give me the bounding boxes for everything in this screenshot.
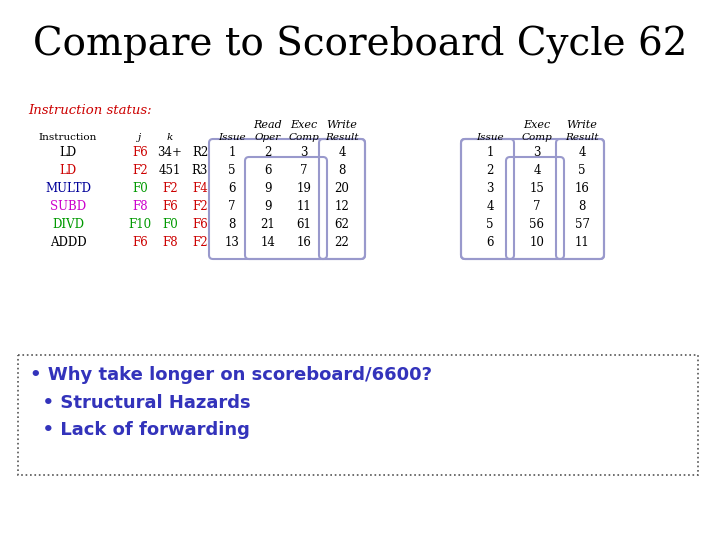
Text: 3: 3: [486, 183, 494, 195]
Text: 5: 5: [578, 165, 586, 178]
Text: 4: 4: [534, 165, 541, 178]
Text: MULTD: MULTD: [45, 183, 91, 195]
Text: 7: 7: [300, 165, 307, 178]
Text: F10: F10: [128, 219, 152, 232]
Text: 7: 7: [228, 200, 235, 213]
Text: F6: F6: [162, 200, 178, 213]
Text: 62: 62: [335, 219, 349, 232]
Text: F0: F0: [132, 183, 148, 195]
Text: 8: 8: [338, 165, 346, 178]
Text: 6: 6: [228, 183, 235, 195]
Text: F6: F6: [192, 219, 208, 232]
Text: • Lack of forwarding: • Lack of forwarding: [30, 421, 250, 439]
Text: Compare to Scoreboard Cycle 62: Compare to Scoreboard Cycle 62: [32, 26, 688, 64]
Text: • Structural Hazards: • Structural Hazards: [30, 394, 251, 412]
Text: 7: 7: [534, 200, 541, 213]
Text: 9: 9: [264, 183, 271, 195]
Text: F8: F8: [162, 237, 178, 249]
Text: Comp: Comp: [521, 132, 552, 141]
Text: 3: 3: [300, 146, 307, 159]
Text: R3: R3: [192, 165, 208, 178]
Text: 34+: 34+: [158, 146, 182, 159]
Text: F6: F6: [132, 237, 148, 249]
Text: Exec: Exec: [523, 120, 551, 130]
Text: Instruction: Instruction: [39, 132, 97, 141]
Text: 451: 451: [159, 165, 181, 178]
Text: Issue: Issue: [476, 132, 504, 141]
Text: Comp: Comp: [289, 132, 320, 141]
Text: 5: 5: [486, 219, 494, 232]
Text: 22: 22: [335, 237, 349, 249]
Text: Oper: Oper: [255, 132, 281, 141]
Text: SUBD: SUBD: [50, 200, 86, 213]
Text: k: k: [167, 132, 173, 141]
Text: F2: F2: [162, 183, 178, 195]
Text: 11: 11: [575, 237, 590, 249]
Text: LD: LD: [60, 146, 76, 159]
Text: 4: 4: [486, 200, 494, 213]
Text: 8: 8: [228, 219, 235, 232]
Text: 16: 16: [575, 183, 590, 195]
Text: 61: 61: [297, 219, 312, 232]
Text: Instruction status:: Instruction status:: [28, 104, 152, 117]
Text: DIVD: DIVD: [52, 219, 84, 232]
Text: Write: Write: [567, 120, 598, 130]
Text: Read: Read: [253, 120, 282, 130]
Text: F2: F2: [192, 200, 208, 213]
Text: 16: 16: [297, 237, 312, 249]
Text: 11: 11: [297, 200, 311, 213]
Text: F4: F4: [192, 183, 208, 195]
Text: F2: F2: [132, 165, 148, 178]
Text: F2: F2: [192, 237, 208, 249]
Text: 9: 9: [264, 200, 271, 213]
Text: 19: 19: [297, 183, 312, 195]
Text: 13: 13: [225, 237, 240, 249]
Text: 12: 12: [335, 200, 349, 213]
Text: 10: 10: [530, 237, 544, 249]
Text: F6: F6: [132, 146, 148, 159]
Text: • Why take longer on scoreboard/6600?: • Why take longer on scoreboard/6600?: [30, 366, 432, 384]
Text: 4: 4: [338, 146, 346, 159]
Text: F0: F0: [162, 219, 178, 232]
Text: 3: 3: [534, 146, 541, 159]
Text: Result: Result: [565, 132, 599, 141]
Text: F8: F8: [132, 200, 148, 213]
Text: LD: LD: [60, 165, 76, 178]
Text: 2: 2: [264, 146, 271, 159]
Text: 14: 14: [261, 237, 276, 249]
Text: ADDD: ADDD: [50, 237, 86, 249]
Text: 57: 57: [575, 219, 590, 232]
Text: 1: 1: [228, 146, 235, 159]
Text: 6: 6: [264, 165, 271, 178]
Text: j: j: [138, 132, 142, 141]
Text: 56: 56: [529, 219, 544, 232]
Text: Write: Write: [327, 120, 357, 130]
Text: 20: 20: [335, 183, 349, 195]
Text: 4: 4: [578, 146, 586, 159]
Text: Exec: Exec: [290, 120, 318, 130]
Text: 8: 8: [578, 200, 585, 213]
Text: 2: 2: [486, 165, 494, 178]
FancyBboxPatch shape: [18, 355, 698, 475]
Text: 21: 21: [261, 219, 275, 232]
Text: 1: 1: [486, 146, 494, 159]
Text: Result: Result: [325, 132, 359, 141]
Text: 5: 5: [228, 165, 235, 178]
Text: R2: R2: [192, 146, 208, 159]
Text: 6: 6: [486, 237, 494, 249]
Text: 15: 15: [530, 183, 544, 195]
Text: Issue: Issue: [218, 132, 246, 141]
